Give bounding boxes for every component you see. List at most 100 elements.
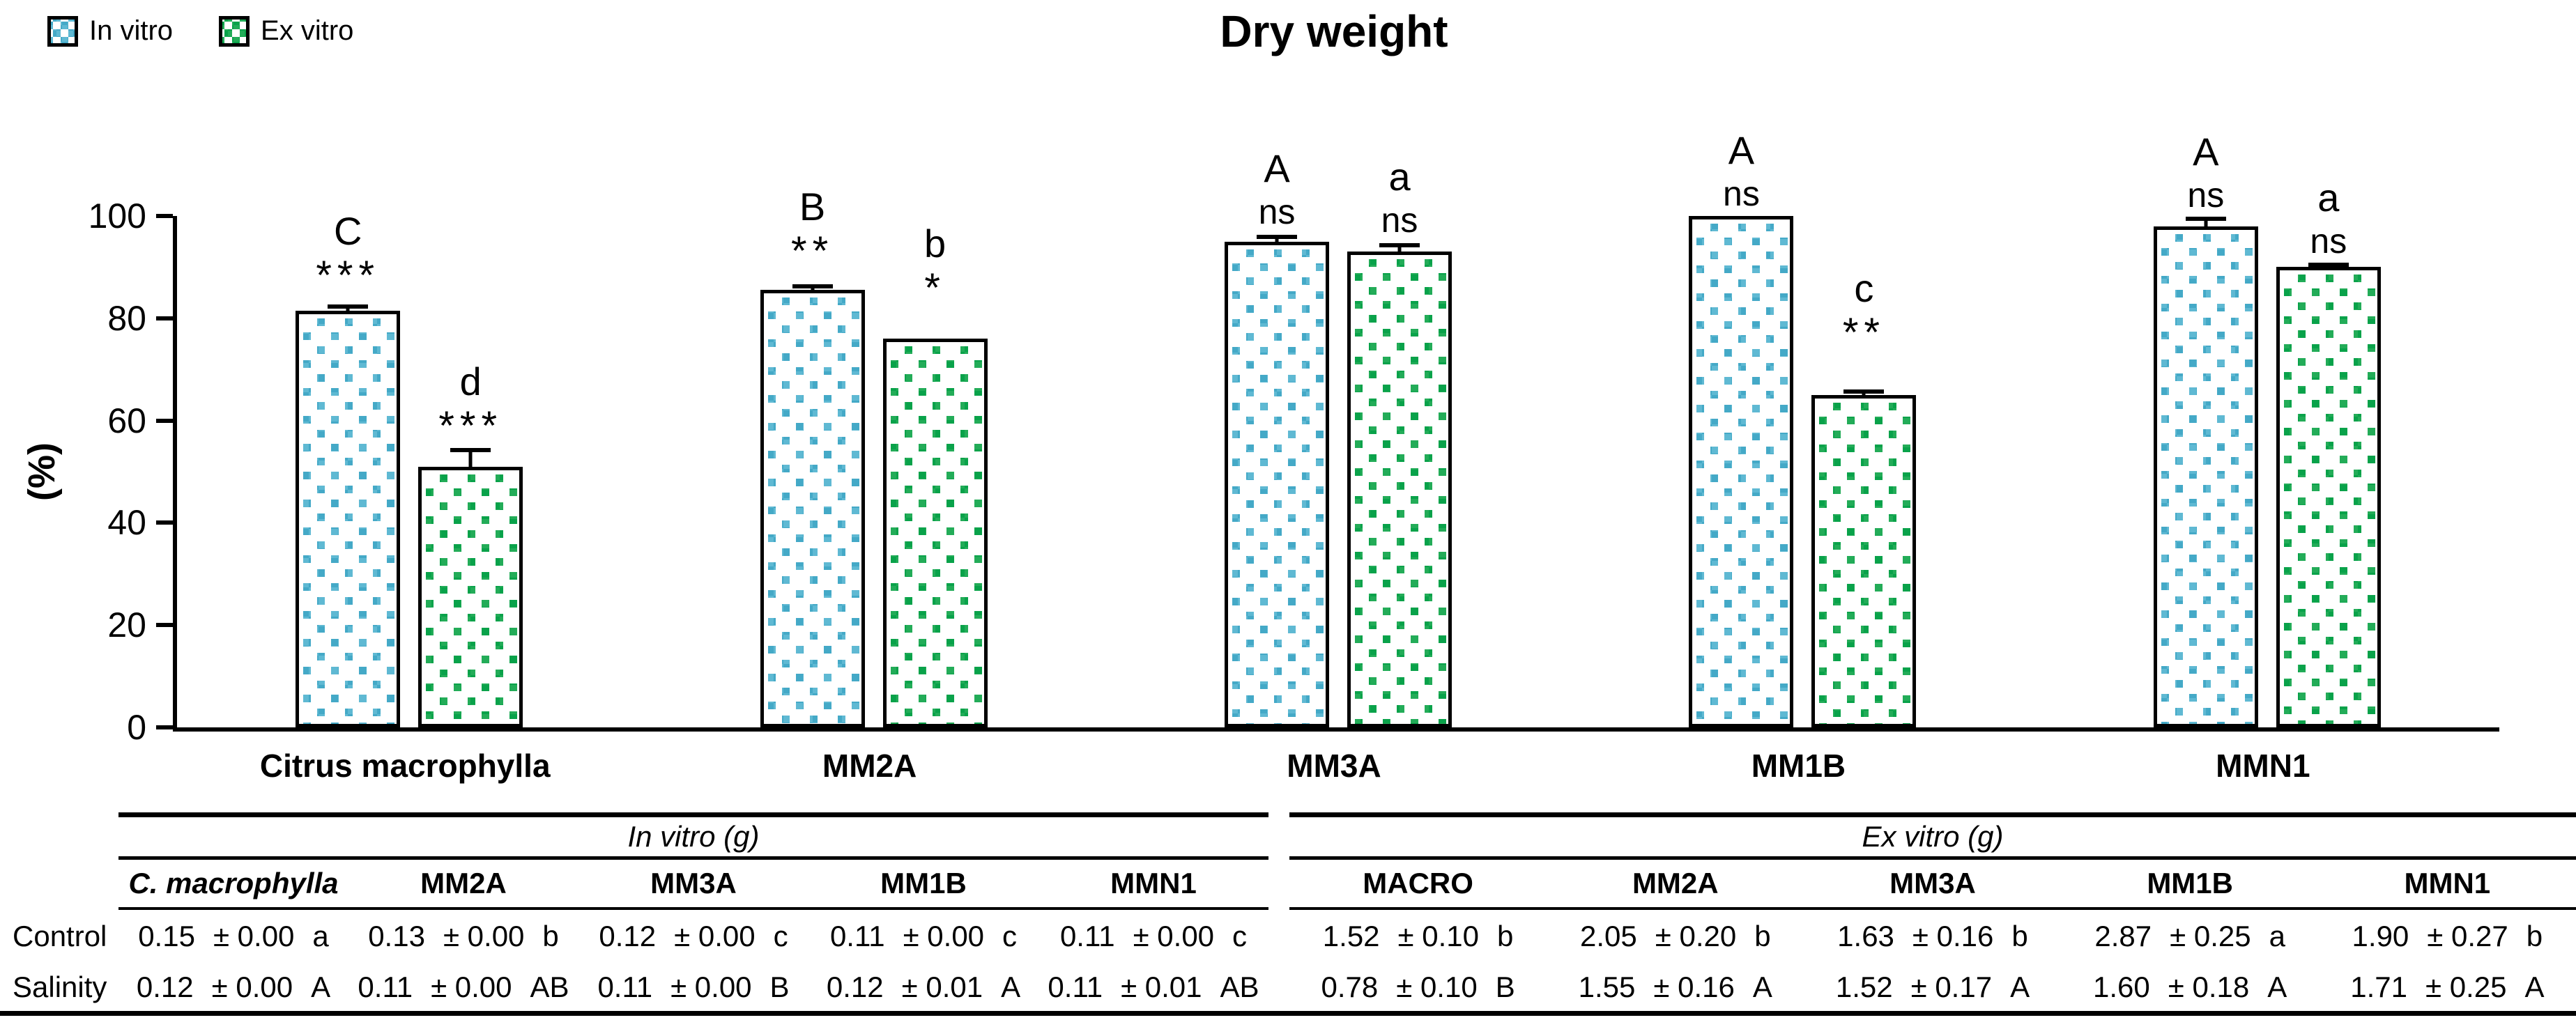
bar-ex-vitro-mm3a: a ns [1347,155,1452,727]
significance-label: * [924,265,946,311]
cell-part: ± 0.16 [1912,920,1994,952]
group-letter: A [2193,130,2219,174]
error-bar [1257,234,1298,245]
y-tick-label: 40 [107,503,146,543]
category-label-mmn1: MMN1 [2216,748,2310,784]
y-tick-label: 100 [88,196,146,235]
y-tick-label: 0 [127,708,146,747]
table-cell: 2.87 ± 0.25 a [2062,910,2319,963]
cell-part: ± 0.18 [2168,970,2250,1003]
legend-swatch-in-vitro [47,15,78,47]
cell-part: ± 0.25 [2425,970,2507,1003]
cell-part: 0.78 [1321,970,1379,1003]
cell-part: 1.52 [1835,970,1893,1003]
bar-in-vitro-citrus-macrophylla: C *** [296,209,401,727]
cell-part: ± 0.00 [431,970,512,1003]
cell-part: b [542,920,559,952]
legend-item-in-vitro: In vitro [47,15,173,47]
y-tick-label: 80 [107,298,146,338]
cell-part: ± 0.25 [2170,920,2251,952]
cell-part: AB [1220,970,1259,1003]
cell-part: 2.87 [2094,920,2152,952]
chart-title: Dry weight [1220,6,1448,56]
cell-part: 1.63 [1837,920,1894,952]
table-cell: 0.11 ± 0.00 B [578,963,808,1016]
table-col-header-mm3a-ex: MM3A [1804,860,2062,910]
y-axis-label: (%) [20,442,63,501]
cell-part: 0.12 [826,970,884,1003]
cell-part: ± 0.20 [1655,920,1737,952]
cell-part: A [1752,970,1772,1003]
table-cell: 0.11 ± 0.00 AB [348,963,578,1016]
legend: In vitro Ex vitro [47,15,353,47]
error-bar [792,284,833,293]
cell-part: c [1232,920,1248,952]
group-letter: d [459,359,482,403]
table-row-label-control: Control [13,920,107,952]
cell-part: 0.12 [136,970,194,1003]
table-cell: 1.71 ± 0.25 A [2318,963,2576,1016]
significance-label: ** [791,229,834,275]
bar-group-citrus-macrophylla: C *** d *** [177,209,641,727]
cell-part: ± 0.00 [1133,920,1215,952]
cell-part: A [2010,970,2030,1003]
bar-ex-vitro-citrus-macrophylla: d *** [418,360,523,727]
y-tick [156,725,173,729]
table-col-header-mm3a-in: MM3A [578,860,808,910]
cell-part: ± 0.01 [1121,970,1202,1003]
table-cell: 1.52 ± 0.17 A [1804,963,2062,1016]
bar-annotation-in-vitro-mm2a: B ** [791,184,834,273]
cell-part: 0.11 [597,970,653,1003]
cell-part: ± 0.17 [1910,970,1993,1003]
table-cell: 0.12 ± 0.00 A [118,963,348,1016]
table-col-header-c-macrophylla-in: C. macrophylla [118,860,348,910]
cell-part: 1.55 [1578,970,1636,1003]
significance-label: ns [1258,192,1296,231]
cell-part: 0.11 [1048,970,1103,1003]
cell-part: 2.05 [1579,920,1637,952]
group-letter: c [1854,265,1874,310]
error-bar [1843,389,1885,399]
y-tick-label: 20 [107,605,146,645]
table-gap [1268,963,1289,1016]
group-letter: A [1264,146,1290,190]
legend-label: Ex vitro [261,15,354,46]
cell-part: 0.11 [1059,920,1115,952]
error-bar [2308,263,2349,270]
cell-part: ± 0.10 [1397,920,1480,952]
cell-part: 1.60 [2093,970,2150,1003]
group-letter: B [799,185,826,229]
table-cell: 1.63 ± 0.16 b [1804,910,2061,963]
cell-part: 0.12 [599,920,657,952]
table-cell: 0.12 ± 0.00 c [578,910,808,963]
cell-part: ± 0.00 [903,920,985,952]
error-bar [1379,243,1420,255]
significance-label: ns [2310,222,2347,261]
table-col-header-mm2a-in: MM2A [348,860,578,910]
cell-part: ± 0.00 [211,970,293,1003]
y-tick [156,316,173,320]
group-letter: A [1728,128,1755,172]
cell-part: B [1495,970,1515,1003]
table-cell: 0.15 ± 0.00 a [118,910,348,963]
table-cell: 0.12 ± 0.01 A [808,963,1038,1016]
category-label-mm3a: MM3A [1287,748,1381,784]
bar-ex-vitro-mm2a: b * [882,222,988,727]
table-col-header-mmn1-in: MMN1 [1038,860,1268,910]
cell-part: 0.13 [368,920,425,952]
significance-label: ns [1381,201,1418,240]
bar-annotation-ex-vitro-mm2a: b * [924,221,946,310]
table-cell: 0.11 ± 0.00 c [1038,910,1268,963]
cell-part: A [311,970,331,1003]
cell-part: ± 0.16 [1653,970,1735,1003]
table-cell: 1.55 ± 0.16 A [1547,963,1804,1016]
table-cell: 2.05 ± 0.20 b [1547,910,1804,963]
cell-part: ± 0.00 [670,970,752,1003]
cell-part: ± 0.27 [2427,920,2508,952]
